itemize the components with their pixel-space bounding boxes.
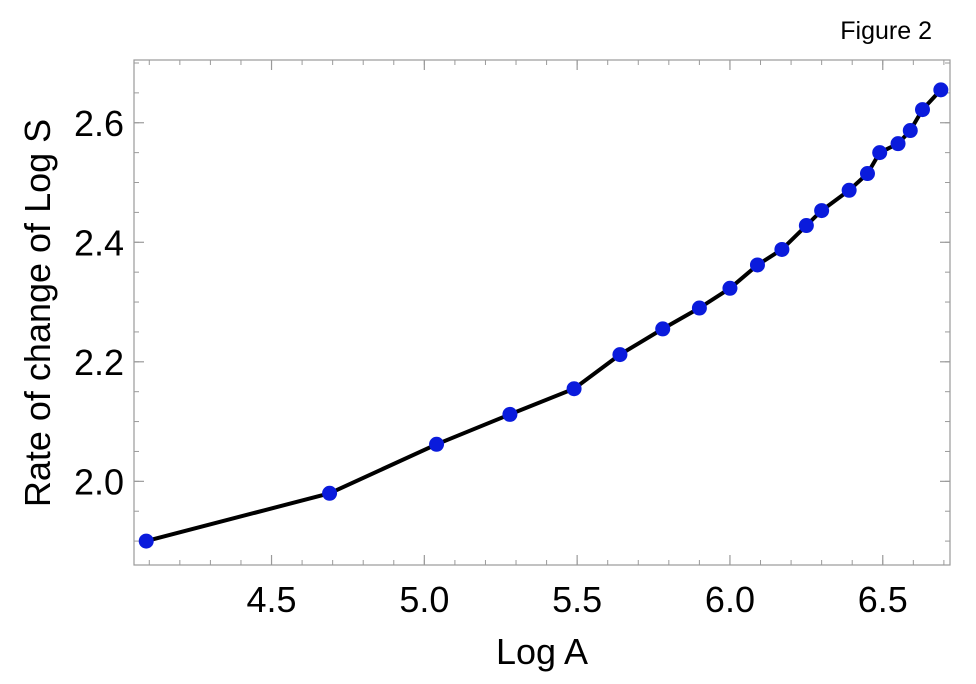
data-point — [798, 218, 814, 234]
y-tick-labels: 2.0 2.2 2.4 2.6 — [74, 103, 124, 503]
y-tick-label: 2.4 — [74, 222, 124, 263]
data-point — [890, 136, 906, 152]
y-tick-label: 2.2 — [74, 342, 124, 383]
plot-frame — [133, 59, 951, 566]
data-point — [814, 203, 830, 219]
data-point — [691, 300, 707, 316]
data-point — [502, 406, 518, 422]
data-point — [429, 436, 445, 452]
x-tick-label: 4.5 — [247, 579, 297, 620]
data-point — [749, 257, 765, 273]
data-point — [841, 182, 857, 198]
data-point — [872, 145, 888, 161]
x-tick-label: 5.5 — [552, 579, 602, 620]
data-point — [902, 123, 918, 139]
data-points — [138, 82, 949, 549]
x-tick-labels: 4.5 5.0 5.5 6.0 6.5 — [247, 579, 908, 620]
figure-label: Figure 2 — [840, 17, 932, 45]
minor-ticks — [134, 60, 950, 565]
data-point — [612, 347, 628, 363]
data-point — [566, 381, 582, 397]
data-point — [774, 241, 790, 257]
series-line — [144, 87, 943, 544]
data-point — [859, 166, 875, 182]
data-point — [322, 485, 338, 501]
data-point — [655, 321, 671, 337]
x-axis-title: Log A — [496, 631, 588, 672]
y-tick-label: 2.0 — [74, 461, 124, 502]
y-axis-title: Rate of change of Log S — [17, 119, 58, 507]
x-tick-label: 6.0 — [705, 579, 755, 620]
y-tick-label: 2.6 — [74, 103, 124, 144]
data-point — [138, 533, 154, 549]
major-ticks — [134, 60, 950, 565]
data-point — [933, 82, 949, 98]
x-tick-label: 6.5 — [858, 579, 908, 620]
x-tick-label: 5.0 — [399, 579, 449, 620]
data-point — [914, 102, 930, 118]
data-point — [722, 280, 738, 296]
